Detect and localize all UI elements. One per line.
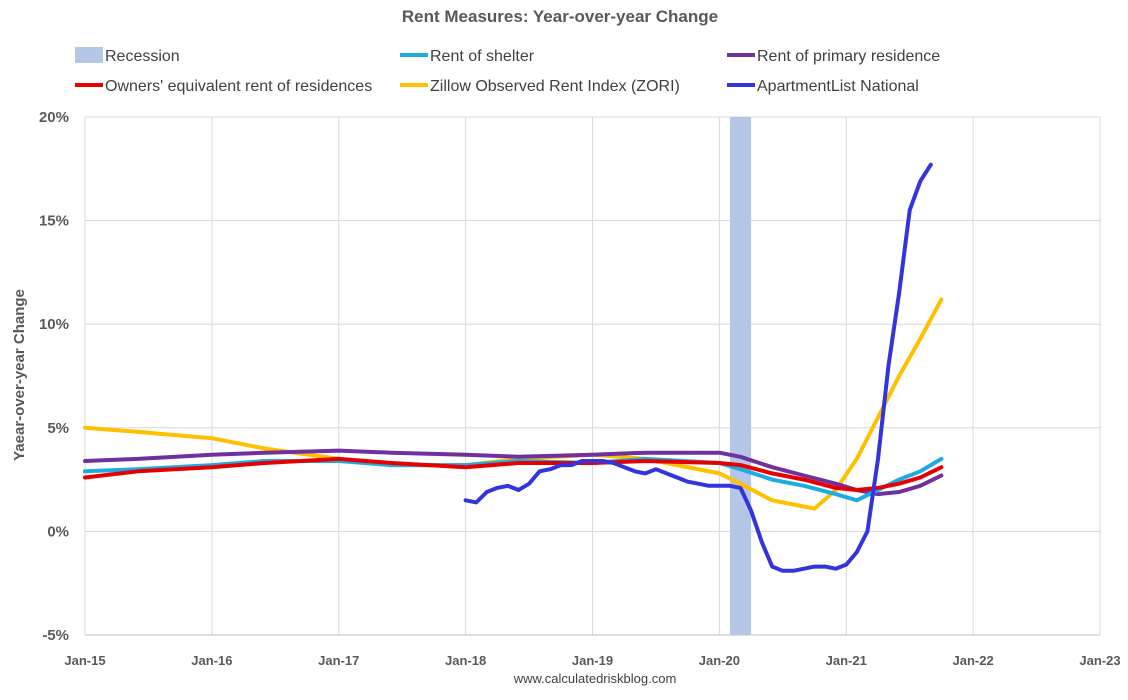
x-axis-ticks: Jan-15 Jan-16 Jan-17 Jan-18 Jan-19 Jan-20 Jan-…: [64, 653, 1120, 668]
legend-item-apartmentlist-national: ApartmentList National: [727, 78, 919, 95]
recession-band: [729, 117, 752, 635]
x-tick-label: Jan-17: [318, 653, 359, 668]
legend-item-zillow-observed-rent-index-zori: Zillow Observed Rent Index (ZORI): [400, 78, 680, 95]
legend-label: Owners' equivalent rent of residences: [105, 78, 372, 95]
x-tick-label: Jan-15: [64, 653, 105, 668]
y-tick-label: -5%: [42, 627, 69, 644]
y-tick-label: 10%: [39, 316, 69, 333]
x-tick-label: Jan-22: [953, 653, 994, 668]
x-tick-label: Jan-19: [572, 653, 613, 668]
x-tick-label: Jan-16: [191, 653, 232, 668]
y-tick-label: 20%: [39, 109, 69, 126]
series-line-apartmentlist-national: [463, 162, 933, 573]
legend-swatch: [75, 47, 103, 63]
legend-item-rent-of-shelter: Rent of shelter: [400, 48, 535, 65]
legend-label: Rent of shelter: [430, 48, 535, 65]
legend-label: Recession: [105, 48, 180, 65]
y-tick-label: 0%: [47, 523, 69, 540]
legend: Recession Rent of shelter Rent of primary …: [75, 47, 940, 95]
legend-item-recession: Recession: [75, 47, 180, 65]
legend-item-owners-equivalent-rent-of-residences: Owners' equivalent rent of residences: [75, 78, 372, 95]
y-axis-ticks: -5% 0% 5% 10% 15% 20%: [39, 109, 69, 644]
source-text: www.calculatedriskblog.com: [513, 671, 677, 686]
recession-band-layer: [729, 117, 752, 635]
legend-item-rent-of-primary-residence: Rent of primary residence: [727, 48, 940, 65]
x-tick-label: Jan-23: [1079, 653, 1120, 668]
y-tick-label: 15%: [39, 213, 69, 230]
series-layer: [83, 162, 944, 573]
plot-area: -5%0%5%10%15%20% Jan-15 Jan-16 Jan-17 Jan-1…: [39, 109, 1121, 668]
y-axis-label: Yaear-over-year Change: [11, 289, 28, 461]
x-tick-label: Jan-18: [445, 653, 486, 668]
legend-label: Zillow Observed Rent Index (ZORI): [430, 78, 680, 95]
x-tick-label: Jan-20: [699, 653, 740, 668]
legend-label: Rent of primary residence: [757, 48, 940, 65]
chart-title: Rent Measures: Year-over-year Change: [402, 7, 718, 26]
legend-label: ApartmentList National: [757, 78, 919, 95]
y-tick-label: 5%: [47, 420, 69, 437]
x-tick-label: Jan-21: [826, 653, 867, 668]
gridlines: [84, 116, 1101, 636]
